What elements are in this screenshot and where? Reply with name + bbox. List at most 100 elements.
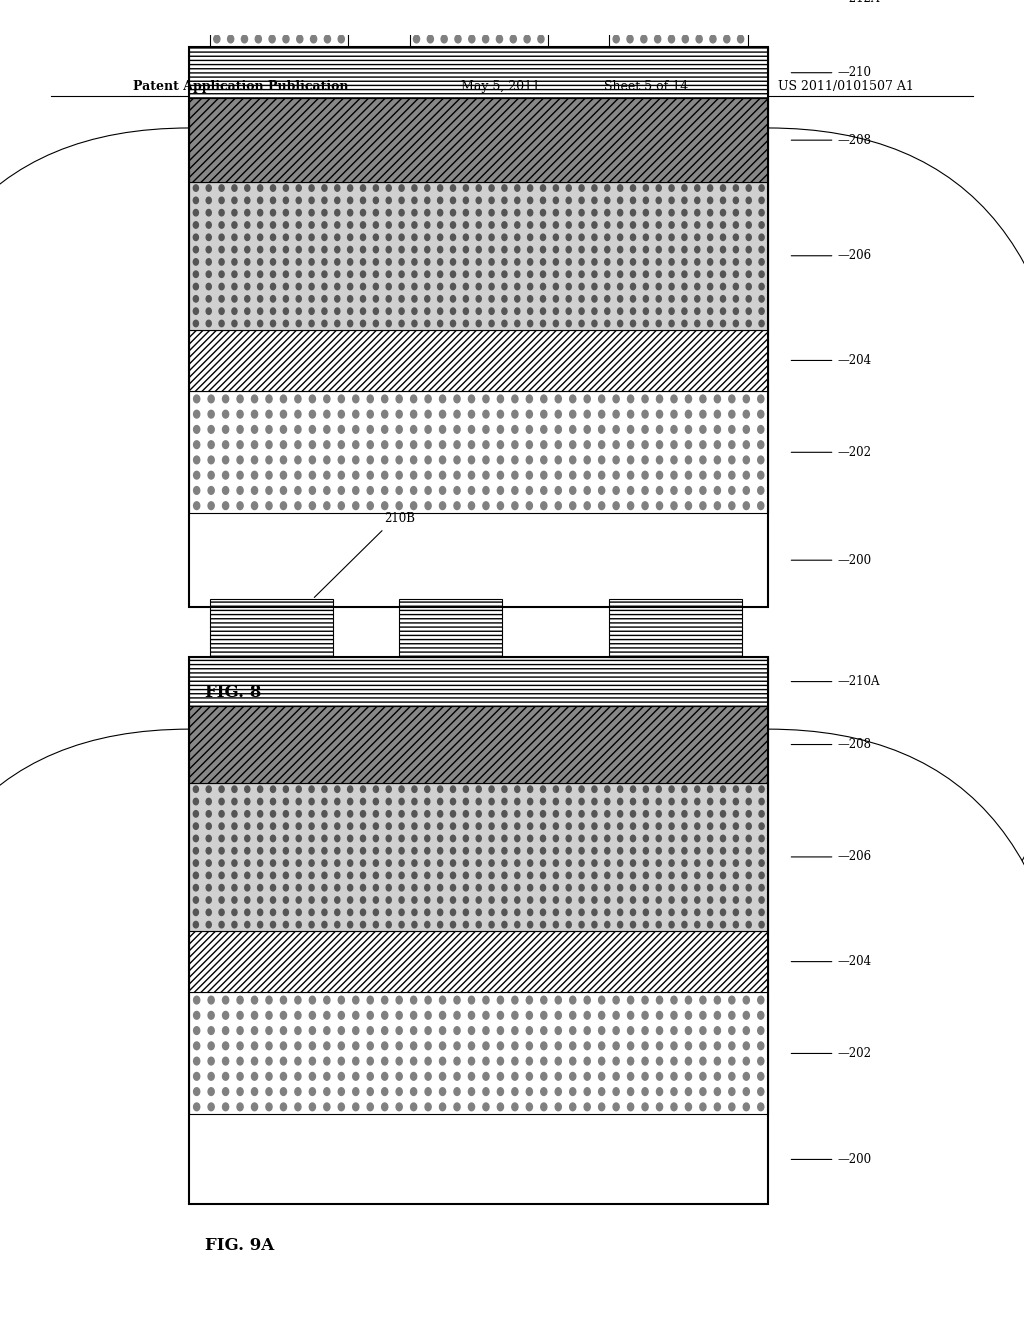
Circle shape — [425, 284, 430, 290]
Circle shape — [579, 234, 584, 240]
Circle shape — [454, 395, 460, 403]
Circle shape — [360, 810, 366, 817]
Circle shape — [437, 799, 442, 805]
Circle shape — [266, 487, 272, 494]
Circle shape — [541, 884, 546, 891]
Circle shape — [335, 247, 340, 253]
Circle shape — [214, 3, 220, 11]
Circle shape — [258, 896, 263, 903]
Circle shape — [386, 271, 391, 277]
Circle shape — [399, 308, 404, 314]
Bar — [609, 0, 748, 48]
Circle shape — [642, 502, 648, 510]
Circle shape — [322, 847, 327, 854]
Circle shape — [628, 1057, 634, 1065]
Circle shape — [194, 799, 199, 805]
Circle shape — [502, 185, 507, 191]
Circle shape — [592, 896, 597, 903]
Circle shape — [696, 36, 702, 42]
Circle shape — [258, 222, 263, 228]
Circle shape — [425, 296, 430, 302]
Circle shape — [352, 1057, 358, 1065]
Circle shape — [360, 836, 366, 842]
Circle shape — [219, 859, 224, 866]
Circle shape — [489, 909, 495, 916]
Circle shape — [708, 822, 713, 829]
Bar — [189, 330, 768, 391]
Circle shape — [396, 441, 402, 449]
Circle shape — [231, 308, 237, 314]
Circle shape — [489, 296, 495, 302]
Circle shape — [284, 296, 289, 302]
Circle shape — [258, 909, 263, 916]
Circle shape — [360, 197, 366, 203]
Circle shape — [296, 296, 301, 302]
Circle shape — [527, 785, 532, 792]
Circle shape — [425, 836, 430, 842]
Circle shape — [194, 441, 200, 449]
Circle shape — [656, 1104, 663, 1110]
Circle shape — [463, 308, 468, 314]
Circle shape — [555, 487, 561, 494]
Circle shape — [231, 185, 237, 191]
Circle shape — [245, 884, 250, 891]
Circle shape — [541, 859, 546, 866]
Circle shape — [266, 425, 272, 433]
Circle shape — [296, 859, 301, 866]
Circle shape — [729, 1072, 735, 1080]
Circle shape — [512, 471, 518, 479]
Circle shape — [671, 1011, 677, 1019]
Circle shape — [252, 425, 258, 433]
Circle shape — [231, 271, 237, 277]
Circle shape — [541, 471, 547, 479]
Circle shape — [515, 884, 520, 891]
Circle shape — [347, 847, 352, 854]
Circle shape — [759, 284, 764, 290]
Circle shape — [699, 395, 706, 403]
Circle shape — [613, 1104, 620, 1110]
Circle shape — [599, 502, 605, 510]
Circle shape — [746, 836, 752, 842]
Circle shape — [309, 822, 314, 829]
Circle shape — [669, 836, 674, 842]
Circle shape — [437, 785, 442, 792]
Circle shape — [527, 810, 532, 817]
Circle shape — [309, 284, 314, 290]
Circle shape — [699, 471, 706, 479]
Circle shape — [579, 259, 584, 265]
Circle shape — [374, 873, 379, 879]
Circle shape — [463, 284, 468, 290]
Circle shape — [699, 502, 706, 510]
Circle shape — [439, 1072, 445, 1080]
Circle shape — [258, 785, 263, 792]
Circle shape — [325, 36, 331, 42]
Circle shape — [297, 18, 303, 26]
Circle shape — [569, 487, 575, 494]
Circle shape — [721, 799, 726, 805]
Circle shape — [759, 222, 764, 228]
Circle shape — [758, 1072, 764, 1080]
Circle shape — [411, 487, 417, 494]
Circle shape — [642, 411, 648, 418]
Circle shape — [454, 471, 460, 479]
Circle shape — [527, 822, 532, 829]
Circle shape — [270, 185, 275, 191]
Circle shape — [733, 259, 738, 265]
Circle shape — [386, 210, 391, 216]
Circle shape — [502, 308, 507, 314]
Circle shape — [502, 810, 507, 817]
Circle shape — [759, 247, 764, 253]
Circle shape — [208, 1057, 214, 1065]
Circle shape — [208, 1088, 214, 1096]
Circle shape — [463, 810, 468, 817]
Circle shape — [454, 997, 460, 1005]
Circle shape — [386, 836, 391, 842]
Circle shape — [743, 425, 750, 433]
Circle shape — [483, 457, 489, 463]
Circle shape — [721, 884, 726, 891]
Circle shape — [694, 296, 699, 302]
Circle shape — [396, 1011, 402, 1019]
Circle shape — [685, 457, 691, 463]
Circle shape — [541, 308, 546, 314]
Circle shape — [527, 847, 532, 854]
